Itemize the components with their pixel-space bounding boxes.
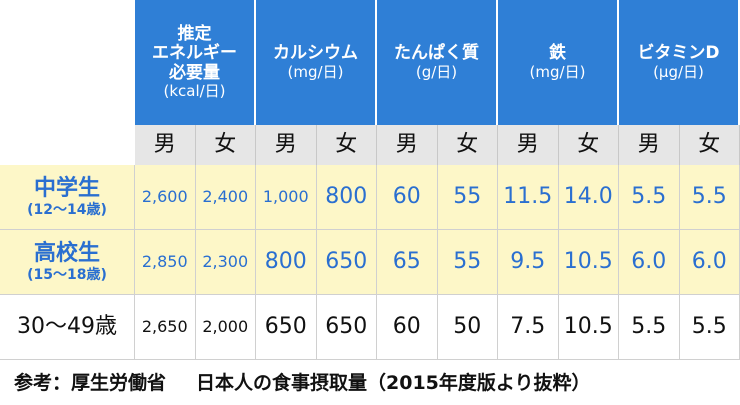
value-cell: 50 <box>437 295 498 360</box>
group-title: 鉄 <box>549 43 566 64</box>
value-cell: 11.5 <box>498 165 559 230</box>
sex-header: 男 <box>135 125 196 165</box>
value-cell: 10.5 <box>558 295 619 360</box>
value-cell: 60 <box>377 295 438 360</box>
group-title: エネルギー <box>152 43 237 64</box>
sex-header: 女 <box>316 125 377 165</box>
group-unit: (kcal/日) <box>163 82 226 101</box>
group-title: ビタミンD <box>637 43 720 64</box>
value-cell: 2,300 <box>195 230 256 295</box>
value-cell: 5.5 <box>679 295 740 360</box>
value-cell: 800 <box>316 165 377 230</box>
group-unit: (g/日) <box>415 62 458 81</box>
group-unit: (mg/日) <box>529 62 586 81</box>
sex-header: 女 <box>437 125 498 165</box>
value-cell: 2,650 <box>135 295 196 360</box>
value-cell: 55 <box>437 165 498 230</box>
sex-header: 女 <box>679 125 740 165</box>
footer: 参考：厚生労働省 日本人の食事摂取量（2015年度版より抜粋） <box>14 368 621 395</box>
row-label: 高校生 (15〜18歳) <box>0 230 135 295</box>
sex-header: 女 <box>558 125 619 165</box>
group-unit: (μg/日) <box>653 62 704 81</box>
sex-header: 男 <box>377 125 438 165</box>
value-cell: 6.0 <box>619 230 680 295</box>
row-title: 中学生 <box>33 176 100 202</box>
source: 参考：厚生労働省 <box>14 372 167 394</box>
group-title: たんぱく質 <box>394 43 479 64</box>
value-cell: 2,400 <box>195 165 256 230</box>
group-title: カルシウム <box>273 43 358 64</box>
value-cell: 800 <box>256 230 317 295</box>
group-header: 鉄 (mg/日) <box>498 0 619 125</box>
value-cell: 14.0 <box>558 165 619 230</box>
group-header: 推定 エネルギー 必要量 (kcal/日) <box>135 0 256 125</box>
sex-header: 女 <box>195 125 256 165</box>
value-cell: 1,000 <box>256 165 317 230</box>
row-label: 中学生 (12〜14歳) <box>0 165 135 230</box>
row-label: 30〜49歳 <box>0 295 135 360</box>
group-unit: (mg/日) <box>287 62 344 81</box>
row-title: 30〜49歳 <box>17 314 117 340</box>
value-cell: 9.5 <box>498 230 559 295</box>
value-cell: 650 <box>316 230 377 295</box>
row-subtitle: (12〜14歳) <box>27 201 107 218</box>
value-cell: 65 <box>377 230 438 295</box>
group-header: ビタミンD (μg/日) <box>619 0 740 125</box>
group-title: 必要量 <box>169 62 220 83</box>
value-cell: 5.5 <box>679 165 740 230</box>
note: 日本人の食事摂取量（2015年度版より抜粋） <box>196 372 591 394</box>
group-title: 推定 <box>177 23 212 44</box>
value-cell: 2,850 <box>135 230 196 295</box>
row-title: 高校生 <box>33 241 100 267</box>
value-cell: 55 <box>437 230 498 295</box>
value-cell: 7.5 <box>498 295 559 360</box>
sex-header: 男 <box>256 125 317 165</box>
group-header: カルシウム (mg/日) <box>256 0 377 125</box>
value-cell: 6.0 <box>679 230 740 295</box>
sex-header: 男 <box>619 125 680 165</box>
value-cell: 650 <box>256 295 317 360</box>
value-cell: 2,000 <box>195 295 256 360</box>
value-cell: 5.5 <box>619 165 680 230</box>
sex-header: 男 <box>498 125 559 165</box>
group-header: たんぱく質 (g/日) <box>377 0 498 125</box>
value-cell: 650 <box>316 295 377 360</box>
row-subtitle: (15〜18歳) <box>27 266 107 283</box>
value-cell: 2,600 <box>135 165 196 230</box>
value-cell: 5.5 <box>619 295 680 360</box>
value-cell: 60 <box>377 165 438 230</box>
value-cell: 10.5 <box>558 230 619 295</box>
